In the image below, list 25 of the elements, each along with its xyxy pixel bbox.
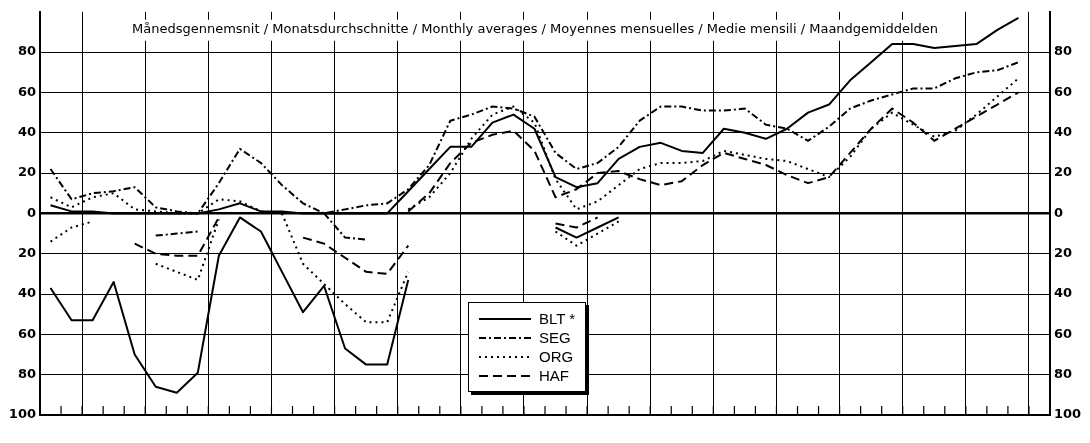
y-tick-label: 80 — [17, 366, 36, 382]
y2-tick-label: 80 — [1054, 43, 1073, 59]
y-tick-label: 60 — [17, 325, 36, 341]
y2-tick-label: 60 — [1054, 83, 1073, 99]
y-tick-label: 20 — [17, 164, 36, 180]
y2-tick-label: 80 — [1054, 366, 1073, 382]
y-tick-label: 100 — [8, 406, 36, 422]
y2-tick-label: 0 — [1054, 204, 1064, 220]
legend-label: SEG — [539, 329, 571, 346]
y-tick-label: 40 — [17, 124, 36, 140]
y-tick-label: 0 — [26, 204, 36, 220]
legend-label: HAF — [539, 367, 569, 384]
legend-label: BLT * — [539, 310, 576, 327]
y2-tick-label: 20 — [1054, 245, 1073, 261]
text: Månedsgennemsnit / Monatsdurchschnitte / Monthly averages / Moyennes mensuelles / Medie mensili / Maandgemiddelden — [132, 21, 938, 37]
y-tick-label: 60 — [17, 83, 36, 99]
y2-tick-label: 20 — [1054, 164, 1073, 180]
y2-tick-label: 40 — [1054, 285, 1073, 301]
y-tick-label: 80 — [17, 43, 36, 59]
y-tick-label: 40 — [17, 285, 36, 301]
y2-tick-label: 100 — [1054, 406, 1082, 422]
y-tick-label: 20 — [17, 245, 36, 261]
y2-tick-label: 40 — [1054, 124, 1073, 140]
legend-label: ORG — [539, 348, 574, 365]
y2-tick-label: 60 — [1054, 325, 1073, 341]
